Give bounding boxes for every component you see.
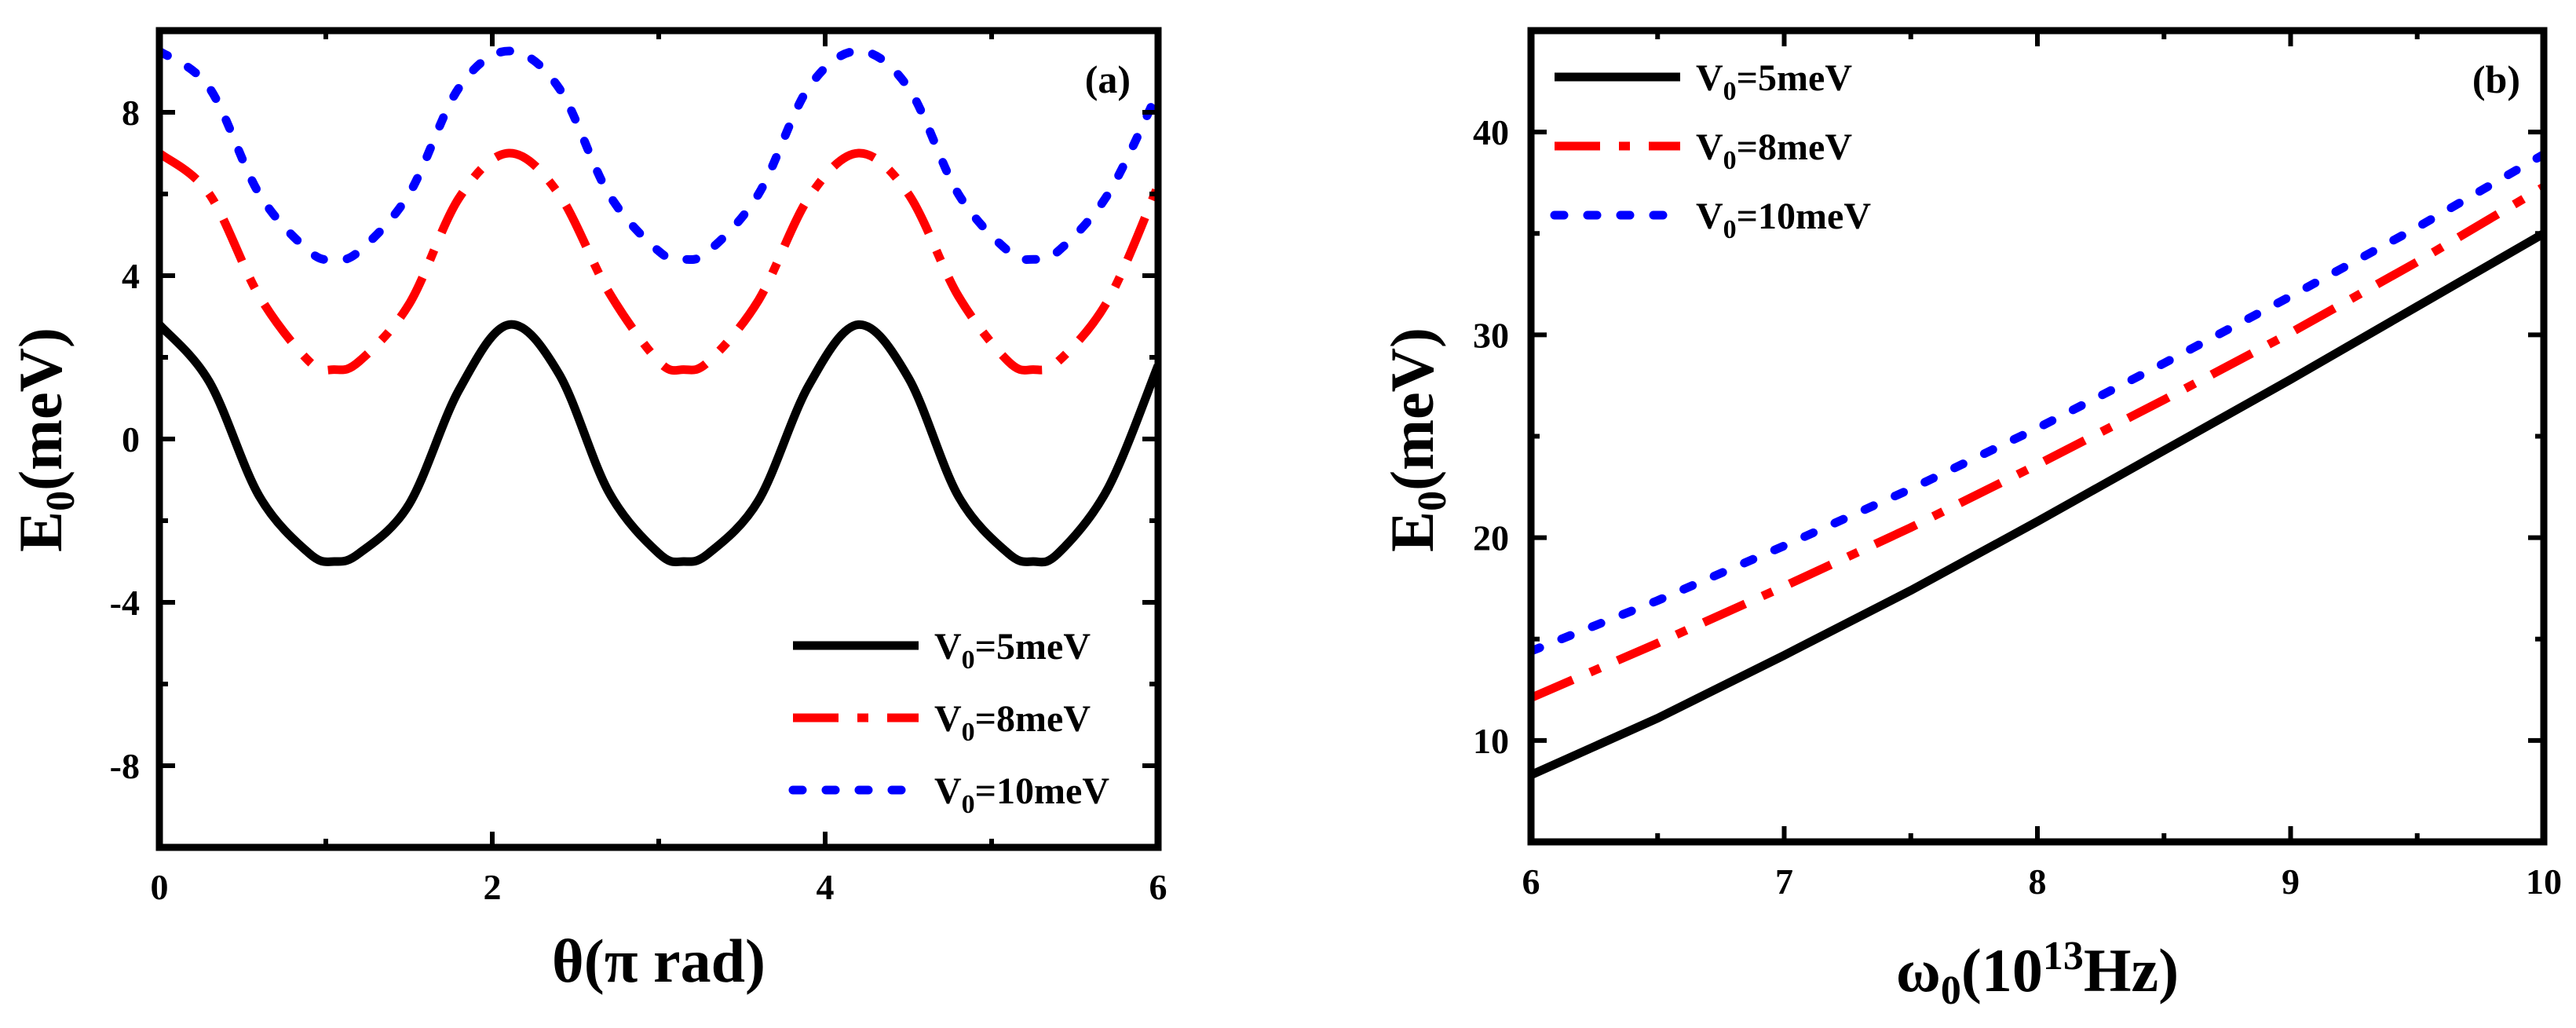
panel-b-xlabel-sub: 0: [1941, 968, 1961, 1013]
panel-b-ylabel-rest: (meV): [1378, 327, 1446, 491]
x-tick-label: 7: [1775, 862, 1793, 902]
panel-a-frame: [155, 27, 1162, 851]
y-tick-label: -4: [110, 583, 140, 623]
x-tick-label: 9: [2282, 862, 2300, 902]
y-tick-label: 30: [1473, 315, 1509, 355]
y-tick-label: 10: [1473, 721, 1509, 761]
panel-b-ticks: 6 7 8 9 10 10 20 30 40: [1473, 28, 2562, 902]
panel-a-xlabel: θ(π rad): [552, 927, 765, 995]
panel-b-legend: V0=5meV V0=8meV V0=10meV: [1550, 57, 1871, 244]
panel-b-ylabel: E0(meV): [1378, 327, 1455, 552]
series-line-2: [1531, 150, 2544, 656]
panel-b: 6 7 8 9 10 10 20 30 40 (b) V0=5meV V0=8meV V0=10me…: [1378, 27, 2562, 1013]
panel-b-xlabel-rest: Hz): [2084, 936, 2179, 1004]
legend-label-1: V0=8meV: [934, 698, 1091, 747]
panel-a: 0 2 4 6 -8 -4 0 4 8 (a) V0=5meV V0=8meV V0=10meV θ…: [6, 27, 1167, 995]
panel-b-xlabel-mid: (10: [1961, 936, 2043, 1004]
panel-b-xlabel-sup: 13: [2043, 934, 2084, 979]
panel-b-xlabel: ω0(1013Hz): [1896, 934, 2179, 1013]
panel-a-ylabel-rest: (meV): [6, 327, 75, 491]
panel-a-ylabel-sub: 0: [38, 491, 83, 511]
x-tick-label: 8: [2029, 862, 2047, 902]
panel-b-ylabel-main: E: [1378, 511, 1446, 552]
y-tick-label: -8: [110, 746, 140, 786]
panel-a-label: (a): [1085, 57, 1131, 101]
panel-a-series: [159, 46, 1158, 567]
x-tick-label: 2: [484, 867, 502, 907]
panel-b-ylabel-sub: 0: [1410, 491, 1455, 511]
panel-a-ylabel: E0(meV): [6, 327, 83, 552]
x-tick-label: 10: [2526, 862, 2562, 902]
x-tick-label: 0: [151, 867, 169, 907]
series-line-1: [159, 148, 1158, 375]
y-tick-label: 0: [122, 419, 140, 459]
series-line-2: [159, 46, 1158, 265]
x-tick-label: 4: [817, 867, 835, 907]
panel-a-legend: V0=5meV V0=8meV V0=10meV: [788, 626, 1109, 819]
panel-a-ylabel-main: E: [6, 511, 75, 552]
y-tick-label: 20: [1473, 518, 1509, 558]
series-line-0: [159, 320, 1158, 567]
y-tick-label: 4: [122, 256, 140, 296]
legend-label-0: V0=5meV: [934, 626, 1091, 675]
legend-label-2: V0=10meV: [1696, 196, 1871, 244]
panel-b-xlabel-main: ω: [1896, 936, 1941, 1004]
series-line-0: [1531, 229, 2544, 779]
panel-b-label: (b): [2472, 57, 2520, 101]
series-line-1: [1531, 183, 2544, 702]
legend-label-2: V0=10meV: [934, 770, 1109, 819]
panel-b-series: [1531, 150, 2544, 779]
y-tick-label: 40: [1473, 112, 1509, 152]
panel-b-frame: [1527, 27, 2548, 846]
legend-label-1: V0=8meV: [1696, 126, 1852, 175]
x-tick-label: 6: [1149, 867, 1167, 907]
legend-label-0: V0=5meV: [1696, 57, 1852, 106]
y-tick-label: 8: [122, 93, 140, 133]
x-tick-label: 6: [1522, 862, 1540, 902]
